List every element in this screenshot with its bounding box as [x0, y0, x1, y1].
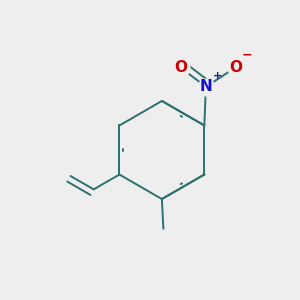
Text: O: O [174, 60, 187, 75]
Text: +: + [212, 71, 222, 81]
Text: N: N [200, 79, 212, 94]
Text: −: − [242, 49, 253, 62]
Text: O: O [229, 60, 242, 75]
